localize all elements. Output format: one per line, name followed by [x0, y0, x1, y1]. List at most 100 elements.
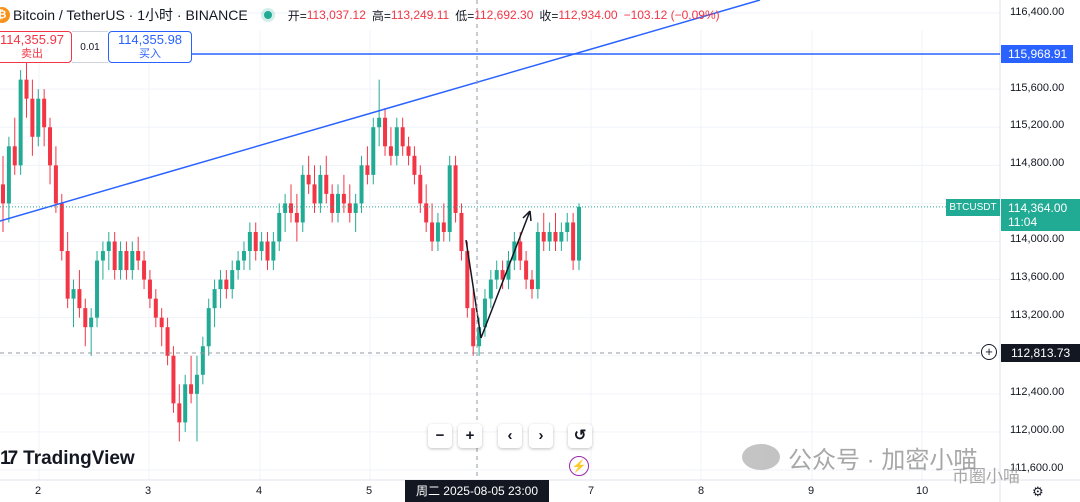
- candle-body: [112, 241, 117, 271]
- candle-body: [535, 231, 540, 290]
- scroll-right-button[interactable]: ›: [529, 424, 553, 448]
- candle-body: [353, 203, 358, 213]
- add-alert-plus-icon[interactable]: +: [981, 344, 997, 360]
- y-tick: 113,600.00: [1010, 271, 1065, 283]
- candle-body: [424, 203, 429, 223]
- candle-body: [388, 146, 393, 156]
- bitcoin-logo-icon: ₿: [0, 7, 10, 23]
- candle-body: [106, 241, 111, 252]
- candle-body: [271, 241, 276, 261]
- candle-body: [42, 98, 47, 128]
- open-label: 开=: [287, 8, 307, 23]
- horizontal-line-price-label[interactable]: 115,968.91: [1001, 45, 1073, 63]
- candle-body: [118, 251, 123, 271]
- candle-body: [383, 117, 388, 147]
- watermark-secondary: 币圈小喵: [952, 467, 1020, 486]
- arrow-drawing-segment: [480, 210, 531, 339]
- candle-body: [77, 289, 82, 309]
- candle-body: [412, 155, 417, 175]
- last-price-value: 114,364.00: [1008, 201, 1068, 215]
- candle-body: [577, 206, 581, 261]
- x-tick: 4: [256, 485, 263, 497]
- candle-body: [482, 298, 487, 328]
- candle-body: [494, 270, 499, 280]
- candle-body: [165, 327, 170, 356]
- candle-body: [130, 251, 135, 271]
- candle-body: [259, 241, 264, 252]
- candle-body: [518, 241, 523, 261]
- sell-button[interactable]: 114,355.97 卖出: [0, 31, 72, 63]
- zoom-out-button[interactable]: −: [428, 424, 452, 448]
- candle-body: [142, 260, 147, 280]
- candle-body: [289, 203, 293, 213]
- y-tick: 112,400.00: [1010, 386, 1065, 398]
- candle-body: [524, 260, 529, 280]
- candle-body: [571, 222, 576, 261]
- buy-button[interactable]: 114,355.98 买入: [108, 31, 192, 63]
- zoom-in-button[interactable]: +: [458, 424, 482, 448]
- crosshair-price-value: 112,813.73: [1011, 346, 1071, 360]
- low-label: 低=: [455, 8, 475, 23]
- candle-body: [324, 174, 329, 194]
- x-tick: 9: [808, 485, 815, 497]
- candle-body: [71, 289, 76, 299]
- candle-body: [477, 327, 482, 347]
- scroll-left-button[interactable]: ‹: [498, 424, 522, 448]
- candle-body: [553, 231, 558, 242]
- candle-body: [559, 231, 564, 242]
- x-tick: 10: [916, 485, 929, 497]
- candle-body: [312, 184, 317, 204]
- candle-body: [418, 174, 423, 204]
- market-open-indicator-icon: [263, 11, 272, 19]
- candle-body: [218, 279, 223, 290]
- tradingview-logo[interactable]: 17 TradingView: [0, 447, 135, 471]
- symbol-title[interactable]: Bitcoin / TetherUS · 1小时 · BINANCE: [13, 7, 248, 23]
- arrow-drawing-segment: [465, 239, 482, 339]
- y-tick: 114,000.00: [1010, 233, 1065, 245]
- candle-body: [365, 165, 370, 175]
- x-tick: 3: [145, 485, 152, 497]
- candle-body: [547, 231, 552, 242]
- buy-price: 114,355.98: [117, 32, 183, 47]
- bar-countdown: 11:04: [1008, 215, 1038, 229]
- candle-body: [147, 279, 152, 299]
- candle-body: [377, 117, 382, 128]
- x-tick: 8: [698, 485, 705, 497]
- high-label: 高=: [371, 8, 391, 23]
- price-axis[interactable]: 116,400.00 115,600.00 115,200.00 114,800…: [1000, 0, 1080, 502]
- candle-body: [506, 260, 511, 280]
- crosshair-price-label: + 112,813.73: [981, 344, 1080, 362]
- settings-gear-icon[interactable]: ⚙: [1032, 484, 1044, 499]
- buy-label: 买入: [139, 48, 161, 60]
- quantity-field[interactable]: 0.01: [72, 31, 108, 63]
- candle-body: [283, 203, 288, 213]
- candle-body: [306, 174, 311, 185]
- candle-body: [189, 384, 194, 394]
- candle-body: [177, 403, 182, 423]
- candle-body: [253, 231, 258, 252]
- candle-body: [95, 260, 100, 318]
- crosshair-time-label: 周二 2025-08-05 23:00: [405, 480, 549, 502]
- candle-body: [171, 355, 176, 404]
- candle-body: [36, 98, 41, 137]
- lightning-icon[interactable]: ⚡: [569, 456, 589, 476]
- candle-body: [159, 317, 164, 328]
- candle-body: [341, 193, 346, 204]
- y-tick: 116,400.00: [1010, 6, 1065, 18]
- x-tick: 7: [588, 485, 595, 497]
- low-value: 112,692.30: [474, 8, 534, 22]
- candle-body: [200, 346, 205, 375]
- candle-body: [100, 251, 105, 261]
- candle-body: [453, 165, 458, 213]
- tradingview-name: TradingView: [23, 448, 135, 469]
- candle-body: [12, 146, 17, 166]
- x-tick: 5: [366, 485, 373, 497]
- high-value: 113,249.11: [390, 8, 450, 22]
- last-price-label: 114,364.00 11:04: [1001, 199, 1080, 231]
- x-tick: 2: [35, 485, 42, 497]
- candle-body: [300, 174, 305, 223]
- y-tick: 114,800.00: [1010, 157, 1065, 169]
- reset-chart-button[interactable]: ↺: [568, 424, 592, 448]
- symbol-tag: BTCUSDT: [946, 199, 1000, 216]
